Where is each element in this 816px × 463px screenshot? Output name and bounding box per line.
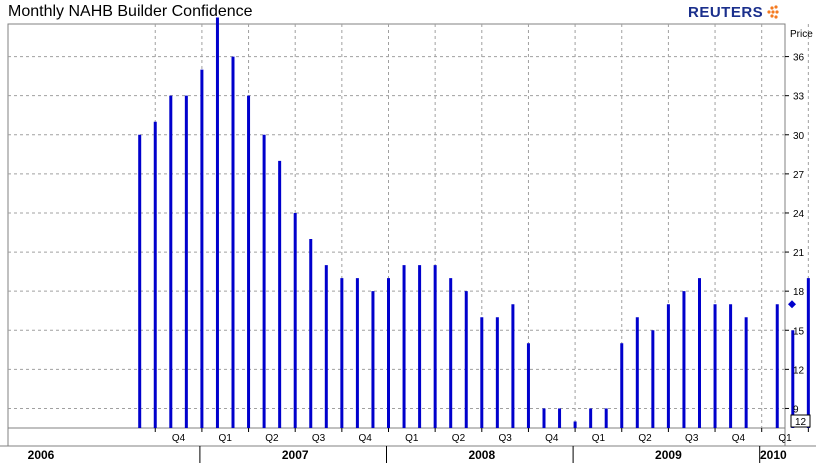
- y-tick-label: 30: [793, 131, 805, 142]
- x-quarter-label: Q4: [359, 433, 373, 444]
- x-quarter-label: Q3: [498, 433, 512, 444]
- x-quarter-label: Q1: [592, 433, 606, 444]
- x-quarter-label: Q1: [405, 433, 419, 444]
- x-quarter-label: Q4: [732, 433, 746, 444]
- x-quarter-label: Q4: [172, 433, 186, 444]
- y-tick-label: 12: [793, 365, 805, 376]
- y-tick-label: 15: [793, 326, 805, 337]
- y-tick-label: 9: [793, 404, 799, 415]
- axis-value-box: [790, 414, 811, 428]
- year-label: 2010: [760, 448, 787, 462]
- x-quarter-label: Q3: [685, 433, 699, 444]
- chart-title: Monthly NAHB Builder Confidence: [8, 3, 253, 20]
- y-tick-label: 33: [793, 92, 805, 103]
- y-tick-label: 18: [793, 287, 805, 298]
- year-label: 2008: [468, 448, 495, 462]
- last-value-marker: [788, 300, 796, 309]
- x-quarter-label: Q1: [219, 433, 233, 444]
- y-axis-title: Price: [790, 29, 813, 40]
- x-quarter-label: Q2: [265, 433, 279, 444]
- y-tick-label: 21: [793, 248, 805, 259]
- reuters-dots-icon: [767, 4, 779, 19]
- x-quarter-label: Q3: [312, 433, 326, 444]
- year-label: 2009: [655, 448, 682, 462]
- axis-value-box-label: 12: [795, 417, 807, 428]
- y-tick-label: 24: [793, 209, 805, 220]
- y-tick-label: 27: [793, 170, 805, 181]
- x-quarter-label: Q2: [452, 433, 466, 444]
- reuters-logo: REUTERS: [688, 4, 786, 21]
- reuters-wordmark: REUTERS: [688, 4, 764, 21]
- x-quarter-label: Q1: [778, 433, 792, 444]
- y-tick-label: 36: [793, 53, 805, 64]
- x-quarter-label: Q2: [638, 433, 652, 444]
- year-label: 2007: [282, 448, 309, 462]
- x-quarter-label: Q4: [545, 433, 559, 444]
- year-label: 2006: [28, 448, 55, 462]
